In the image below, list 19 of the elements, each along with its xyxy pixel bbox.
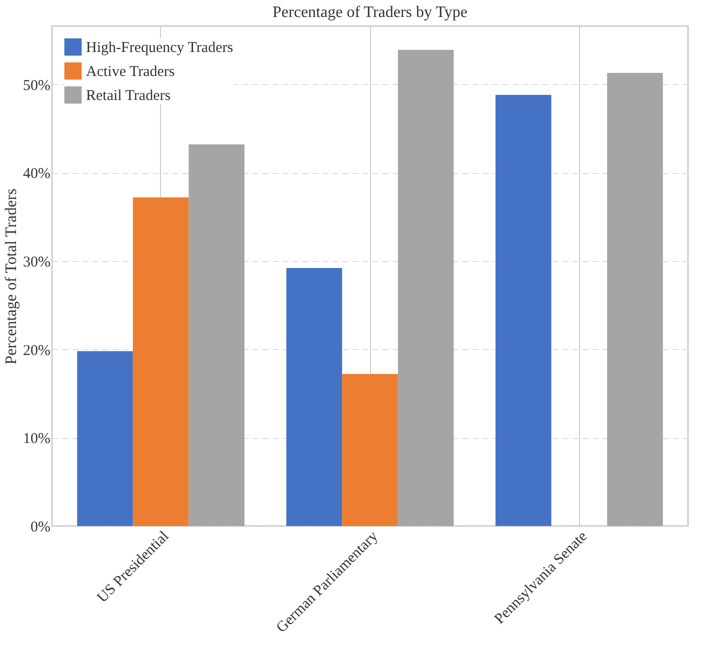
y-tick-label: 40% [23, 166, 50, 182]
bar [398, 50, 454, 526]
bar [607, 72, 663, 526]
y-tick-label: 20% [23, 342, 50, 359]
y-tick-label: 0% [30, 520, 50, 536]
legend-label: Retail Traders [86, 88, 171, 104]
bar [286, 268, 342, 526]
y-axis-title: Percentage of Total Traders [3, 188, 20, 364]
legend-label: Active Traders [86, 64, 175, 80]
legend-label: High-Frequency Traders [86, 40, 234, 56]
bar [132, 197, 189, 526]
bar [342, 374, 398, 526]
bar [496, 94, 552, 526]
y-tick-label: 50% [23, 78, 50, 94]
y-tick-label: 10% [23, 431, 50, 448]
bar [77, 351, 133, 526]
chart-title: Percentage of Traders by Type [272, 4, 468, 21]
y-tick-label: 30% [23, 254, 50, 270]
bar [188, 144, 244, 526]
